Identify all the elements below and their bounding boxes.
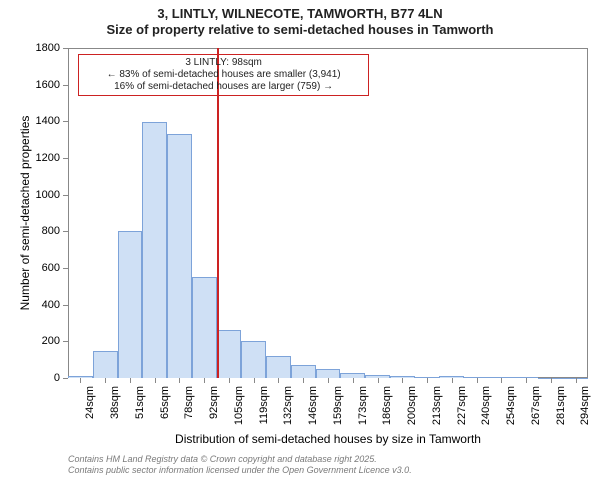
- ytick-mark: [63, 378, 68, 379]
- attribution-line2: Contains public sector information licen…: [68, 465, 412, 476]
- title-line1: 3, LINTLY, WILNECOTE, TAMWORTH, B77 4LN: [0, 6, 600, 22]
- xtick-label: 200sqm: [406, 386, 418, 425]
- xtick-mark: [452, 378, 453, 383]
- xtick-label: 24sqm: [84, 386, 96, 419]
- histogram-bar: [266, 356, 291, 378]
- ytick-label: 0: [0, 372, 60, 384]
- xtick-mark: [477, 378, 478, 383]
- xtick-mark: [427, 378, 428, 383]
- annotation-line3: 16% of semi-detached houses are larger (…: [85, 81, 362, 93]
- xtick-label: 38sqm: [109, 386, 121, 419]
- xtick-label: 281sqm: [555, 386, 567, 425]
- histogram-bar: [93, 351, 118, 379]
- xtick-mark: [303, 378, 304, 383]
- histogram-bar: [142, 122, 167, 378]
- xtick-label: 146sqm: [307, 386, 319, 425]
- xtick-label: 92sqm: [208, 386, 220, 419]
- title-line2: Size of property relative to semi-detach…: [0, 22, 600, 38]
- xtick-mark: [80, 378, 81, 383]
- xtick-label: 186sqm: [381, 386, 393, 425]
- xtick-mark: [179, 378, 180, 383]
- ytick-label: 1400: [0, 115, 60, 127]
- xtick-mark: [526, 378, 527, 383]
- xtick-label: 267sqm: [530, 386, 542, 425]
- ytick-mark: [63, 195, 68, 196]
- histogram-bar: [291, 365, 316, 378]
- ytick-mark: [63, 85, 68, 86]
- ytick-mark: [63, 305, 68, 306]
- xtick-label: 254sqm: [505, 386, 517, 425]
- xtick-mark: [105, 378, 106, 383]
- reference-line: [217, 48, 219, 378]
- ytick-mark: [63, 231, 68, 232]
- xtick-label: 213sqm: [431, 386, 443, 425]
- xtick-mark: [501, 378, 502, 383]
- xtick-label: 159sqm: [332, 386, 344, 425]
- x-axis-label: Distribution of semi-detached houses by …: [68, 432, 588, 446]
- ytick-label: 1000: [0, 189, 60, 201]
- xtick-mark: [204, 378, 205, 383]
- xtick-mark: [130, 378, 131, 383]
- ytick-label: 600: [0, 262, 60, 274]
- annotation-line1: 3 LINTLY: 98sqm: [85, 57, 362, 69]
- xtick-label: 65sqm: [159, 386, 171, 419]
- ytick-mark: [63, 158, 68, 159]
- xtick-mark: [155, 378, 156, 383]
- histogram-bar: [316, 369, 341, 378]
- ytick-label: 400: [0, 299, 60, 311]
- chart-container: 3, LINTLY, WILNECOTE, TAMWORTH, B77 4LN …: [0, 0, 600, 500]
- xtick-label: 132sqm: [282, 386, 294, 425]
- ytick-mark: [63, 268, 68, 269]
- xtick-mark: [353, 378, 354, 383]
- annotation-box: 3 LINTLY: 98sqm← 83% of semi-detached ho…: [78, 54, 369, 96]
- histogram-bar: [118, 231, 143, 378]
- xtick-label: 105sqm: [233, 386, 245, 425]
- xtick-mark: [551, 378, 552, 383]
- ytick-mark: [63, 48, 68, 49]
- ytick-label: 200: [0, 335, 60, 347]
- xtick-mark: [378, 378, 379, 383]
- xtick-mark: [402, 378, 403, 383]
- xtick-mark: [576, 378, 577, 383]
- annotation-line2: ← 83% of semi-detached houses are smalle…: [85, 69, 362, 81]
- attribution-line1: Contains HM Land Registry data © Crown c…: [68, 454, 412, 465]
- xtick-label: 240sqm: [480, 386, 492, 425]
- xtick-label: 294sqm: [579, 386, 591, 425]
- histogram-bar: [241, 341, 266, 378]
- y-axis-label: Number of semi-detached properties: [18, 48, 32, 378]
- histogram-bar: [192, 277, 217, 378]
- xtick-label: 173sqm: [357, 386, 369, 425]
- xtick-mark: [328, 378, 329, 383]
- ytick-label: 800: [0, 225, 60, 237]
- xtick-mark: [229, 378, 230, 383]
- ytick-label: 1200: [0, 152, 60, 164]
- ytick-label: 1600: [0, 79, 60, 91]
- xtick-label: 51sqm: [134, 386, 146, 419]
- ytick-mark: [63, 121, 68, 122]
- ytick-label: 1800: [0, 42, 60, 54]
- xtick-mark: [278, 378, 279, 383]
- xtick-label: 227sqm: [456, 386, 468, 425]
- attribution-text: Contains HM Land Registry data © Crown c…: [68, 454, 412, 477]
- xtick-label: 119sqm: [258, 386, 270, 424]
- ytick-mark: [63, 341, 68, 342]
- chart-title: 3, LINTLY, WILNECOTE, TAMWORTH, B77 4LN …: [0, 0, 600, 39]
- xtick-label: 78sqm: [183, 386, 195, 419]
- histogram-bar: [217, 330, 242, 378]
- xtick-mark: [254, 378, 255, 383]
- histogram-bar: [167, 134, 192, 378]
